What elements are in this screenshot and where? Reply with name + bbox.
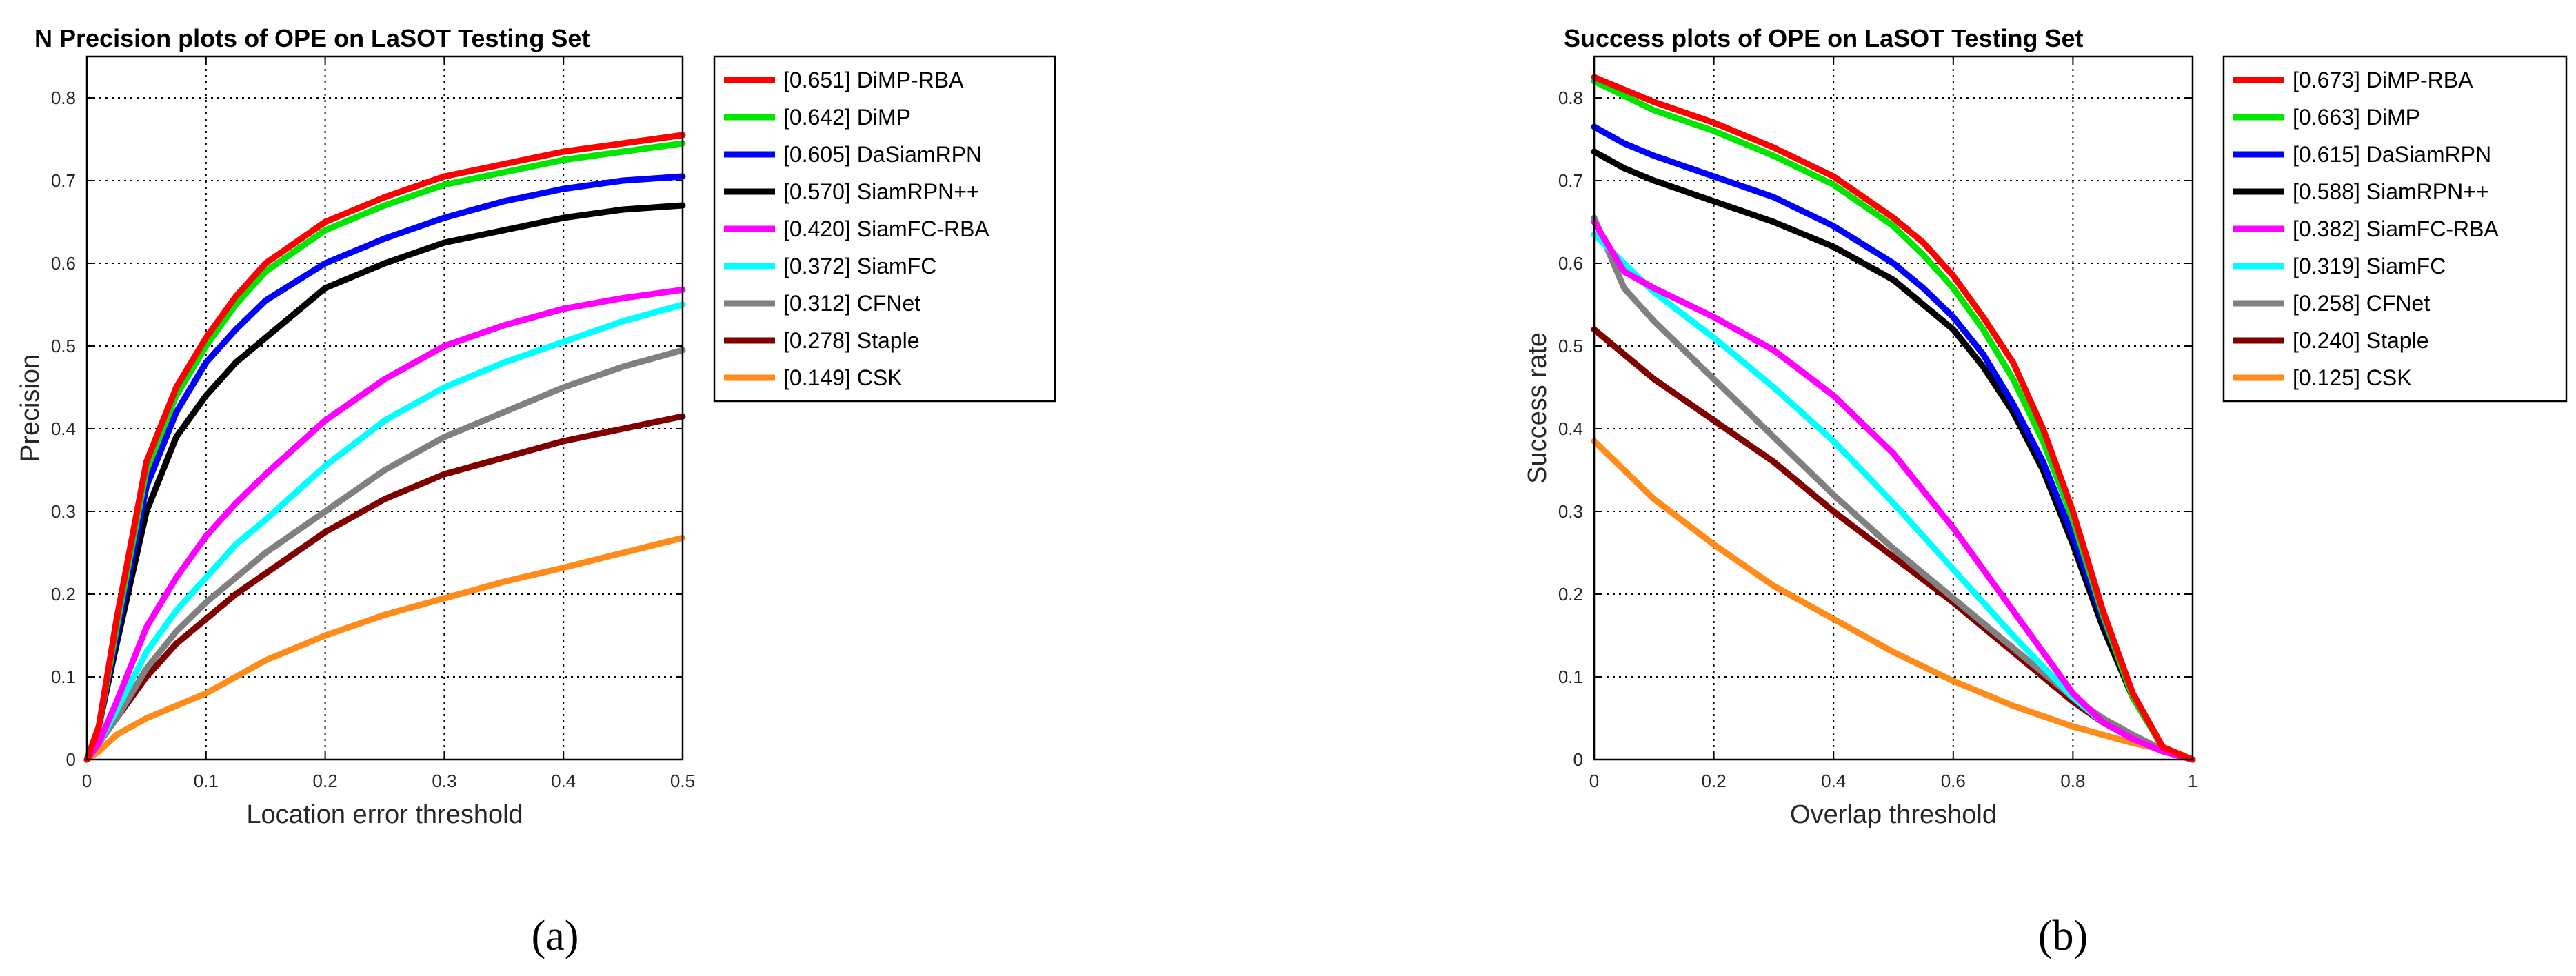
chart2-y-tick-label: 0.8 (1558, 88, 1583, 108)
chart1-legend-label-4: [0.570] SiamRPN++ (783, 179, 980, 204)
chart1-y-tick-label: 0.1 (51, 667, 76, 687)
chart2-title: Success plots of OPE on LaSOT Testing Se… (1564, 24, 2083, 52)
chart1-legend-label-6: [0.372] SiamFC (783, 254, 936, 278)
chart1-series-line-6 (83, 301, 686, 763)
chart2-y-tick-label: 0.4 (1558, 418, 1583, 439)
chart2-x-tick-label: 0 (1589, 771, 1599, 791)
chart2-legend-label-4: [0.588] SiamRPN++ (2293, 179, 2489, 204)
chart1-x-tick-label: 0.1 (194, 771, 219, 791)
chart1-y-tick-label: 0.4 (51, 418, 76, 439)
chart2-y-tick-label: 0.3 (1558, 501, 1583, 522)
chart1-y-tick-label: 0 (66, 749, 76, 770)
chart1-title: N Precision plots of OPE on LaSOT Testin… (34, 24, 590, 52)
chart2-series-line-1 (1591, 74, 2196, 763)
chart2-legend-label-9: [0.125] CSK (2293, 365, 2412, 390)
chart1-series-line-1 (83, 132, 686, 763)
chart2-y-tick-label: 0.5 (1558, 336, 1583, 356)
chart2-legend-label-3: [0.615] DaSiamRPN (2293, 142, 2491, 167)
chart1-series-line-5 (83, 286, 686, 763)
chart1-y-tick-label: 0.3 (51, 501, 76, 522)
chart2-caption: (b) (2038, 913, 2088, 959)
chart2-y-tick-label: 0.1 (1558, 667, 1583, 687)
chart1-y-tick-label: 0.6 (51, 253, 76, 274)
chart1-y-tick-label: 0.8 (51, 88, 76, 108)
chart1-axes-box (85, 55, 684, 761)
chart1-series-line-9 (83, 534, 686, 763)
chart2-x-axis-label: Overlap threshold (1790, 800, 1997, 829)
chart1-legend-label-5: [0.420] SiamFC-RBA (783, 216, 989, 241)
chart1-x-tick-label: 0 (82, 771, 92, 791)
chart2-x-tick-label: 0.2 (1702, 771, 1727, 791)
chart1-caption: (a) (532, 913, 579, 959)
chart1-y-tick-label: 0.5 (51, 336, 76, 356)
chart2-x-tick-label: 0.8 (2060, 771, 2085, 791)
chart1-x-axis-label: Location error threshold (246, 800, 523, 829)
chart2-axes-box (1593, 55, 2194, 761)
chart1-y-tick-label: 0.7 (51, 170, 76, 191)
chart2-y-tick-label: 0.6 (1558, 253, 1583, 274)
chart2-legend-label-2: [0.663] DiMP (2293, 105, 2420, 130)
chart1-x-tick-label: 0.4 (551, 771, 576, 791)
chart1-x-tick-label: 0.2 (313, 771, 338, 791)
chart1-legend-label-1: [0.651] DiMP-RBA (783, 68, 964, 92)
chart1-legend-label-9: [0.149] CSK (783, 365, 903, 390)
chart2-series-line-9 (1591, 438, 2196, 763)
chart1-legend-label-2: [0.642] DiMP (783, 105, 911, 130)
chart2-y-tick-label: 0.7 (1558, 170, 1583, 191)
chart2-series-line-5 (1591, 218, 2196, 763)
chart2-y-tick-label: 0 (1573, 749, 1583, 770)
chart1-x-tick-label: 0.5 (670, 771, 695, 791)
chart1-legend-label-8: [0.278] Staple (783, 328, 919, 353)
chart2-y-tick-label: 0.2 (1558, 584, 1583, 604)
chart1-series-line-7 (83, 347, 686, 763)
chart1-plot-area (87, 57, 683, 760)
chart1-x-tick-label: 0.3 (432, 771, 456, 791)
chart2-x-tick-label: 1 (2188, 771, 2197, 791)
chart1-y-axis-label: Precision (16, 354, 45, 462)
chart2-legend-label-5: [0.382] SiamFC-RBA (2293, 216, 2499, 241)
chart2-x-tick-label: 0.4 (1821, 771, 1846, 791)
chart1-legend-label-3: [0.605] DaSiamRPN (783, 142, 982, 167)
chart2-legend-label-6: [0.319] SiamFC (2293, 254, 2446, 278)
chart1-y-tick-label: 0.2 (51, 584, 76, 604)
chart2-y-axis-label: Success rate (1523, 332, 1552, 484)
chart2-legend-label-8: [0.240] Staple (2293, 328, 2428, 353)
chart2-legend-label-7: [0.258] CFNet (2293, 291, 2430, 316)
chart1-legend-label-7: [0.312] CFNet (783, 291, 920, 316)
chart2-series-line-7 (1591, 214, 2196, 763)
chart2-x-tick-label: 0.6 (1941, 771, 1966, 791)
chart2-legend-label-1: [0.673] DiMP-RBA (2293, 68, 2473, 92)
